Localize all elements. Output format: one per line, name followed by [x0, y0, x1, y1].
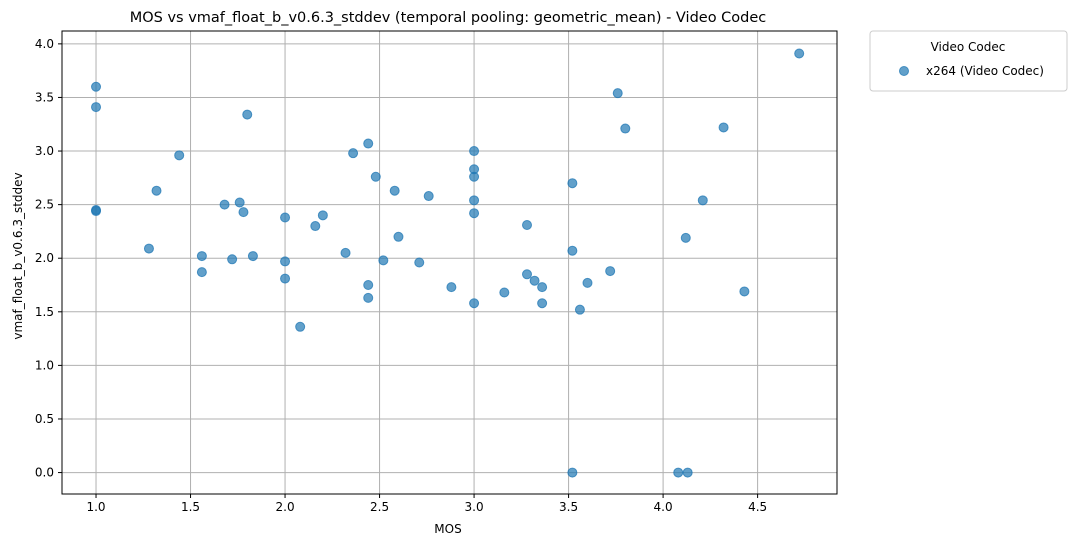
data-point [348, 148, 359, 159]
data-point [363, 138, 374, 149]
data-point [605, 266, 616, 277]
data-point [370, 171, 381, 182]
plot-frame [61, 30, 838, 495]
data-point [567, 178, 578, 189]
y-tick-label: 1.5 [35, 305, 54, 319]
data-point [393, 231, 404, 242]
y-tick-label: 0.0 [35, 466, 54, 480]
y-tick-label: 1.0 [35, 358, 54, 372]
data-point [91, 81, 102, 92]
data-point [196, 251, 207, 262]
data-point [151, 185, 162, 196]
data-point [378, 255, 389, 266]
data-point [469, 146, 480, 157]
data-point [682, 467, 693, 478]
y-tick-label: 3.5 [35, 90, 54, 104]
grid-lines [62, 31, 837, 494]
x-tick-label: 1.0 [86, 500, 105, 514]
y-tick-label: 0.5 [35, 412, 54, 426]
data-point [673, 467, 684, 478]
data-point [612, 88, 623, 99]
data-point [295, 321, 306, 332]
data-point [242, 109, 253, 120]
x-tick-label: 3.5 [559, 500, 578, 514]
y-axis-ticks: 0.0 0.5 1.0 1.5 2.0 2.5 3.0 3.5 4.0 [35, 37, 62, 480]
data-point [537, 282, 548, 293]
data-point [522, 219, 532, 230]
data-point [363, 280, 374, 291]
data-point [567, 245, 578, 256]
data-point [317, 210, 328, 221]
legend-marker [899, 66, 909, 76]
data-point [219, 199, 230, 210]
y-tick-label: 4.0 [35, 37, 54, 51]
legend-title: Video Codec [931, 40, 1006, 54]
x-axis-label: MOS [434, 522, 461, 536]
data-point [363, 292, 374, 303]
legend: Video Codec x264 (Video Codec) [869, 30, 1068, 92]
y-tick-label: 3.0 [35, 144, 54, 158]
data-point [739, 286, 750, 297]
legend-box [869, 30, 1068, 92]
data-points [91, 48, 805, 478]
data-point [91, 206, 102, 217]
data-point [537, 298, 548, 309]
data-point [567, 467, 578, 478]
data-point [143, 243, 154, 254]
data-point [340, 247, 351, 258]
data-point [697, 195, 708, 206]
data-point [280, 256, 291, 267]
legend-entry-label: x264 (Video Codec) [926, 64, 1044, 78]
x-tick-label: 4.5 [748, 500, 767, 514]
data-point [234, 197, 245, 208]
chart-title: MOS vs vmaf_float_b_v0.6.3_stddev (tempo… [130, 10, 767, 26]
data-point [196, 267, 207, 278]
data-point [574, 304, 585, 315]
data-point [280, 212, 291, 223]
data-point [499, 287, 510, 298]
x-tick-label: 3.0 [465, 500, 484, 514]
data-point [247, 251, 258, 262]
data-point [718, 122, 729, 133]
data-point [469, 208, 480, 219]
x-tick-label: 4.0 [654, 500, 673, 514]
data-point [680, 232, 691, 243]
data-point [469, 298, 480, 309]
data-point [469, 171, 480, 182]
x-axis-ticks: 1.0 1.5 2.0 2.5 3.0 3.5 4.0 4.5 [86, 494, 767, 514]
y-axis-label: vmaf_float_b_v0.6.3_stddev [11, 172, 25, 339]
data-point [414, 257, 425, 268]
data-point [280, 273, 291, 284]
data-point [91, 102, 102, 113]
data-point [227, 254, 238, 265]
x-tick-label: 2.5 [370, 500, 389, 514]
data-point [174, 150, 185, 161]
data-point [620, 123, 631, 134]
y-tick-label: 2.0 [35, 251, 54, 265]
data-point [389, 185, 400, 196]
data-point [310, 221, 321, 232]
y-tick-label: 2.5 [35, 198, 54, 212]
data-point [529, 275, 540, 286]
x-tick-label: 2.0 [276, 500, 295, 514]
x-tick-label: 1.5 [181, 500, 200, 514]
data-point [446, 282, 457, 293]
data-point [582, 277, 593, 288]
data-point [794, 48, 805, 59]
data-point [469, 195, 480, 206]
data-point [522, 269, 532, 280]
data-point [423, 191, 434, 202]
data-point [238, 207, 249, 218]
